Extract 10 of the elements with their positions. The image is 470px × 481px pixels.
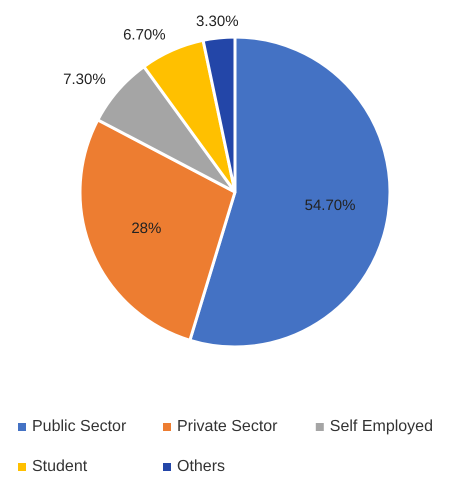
legend-label: Student (32, 458, 88, 476)
legend-label: Private Sector (177, 418, 278, 436)
legend-label: Public Sector (32, 418, 127, 436)
legend-label: Others (177, 458, 226, 476)
data-label: 6.70% (123, 26, 166, 44)
data-label: 28% (131, 220, 162, 238)
legend-label: Self Employed (330, 418, 433, 436)
data-label: 7.30% (63, 71, 106, 88)
data-label: 54.70% (304, 197, 356, 214)
data-label: 3.30% (196, 12, 239, 30)
